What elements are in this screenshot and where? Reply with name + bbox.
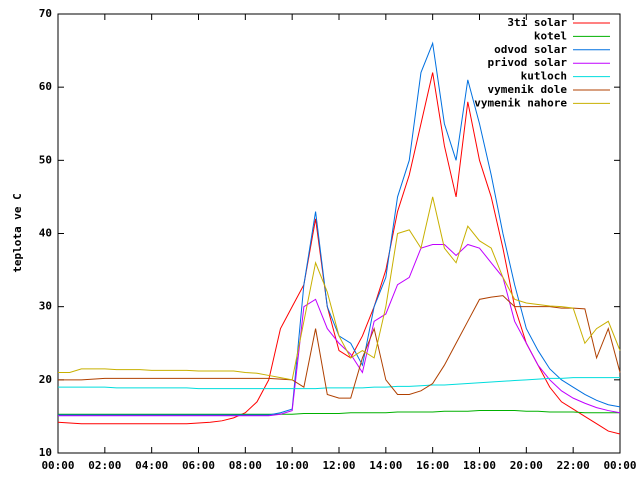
series-line <box>58 295 621 399</box>
series-line <box>57 72 621 435</box>
legend-label: kutloch <box>521 70 567 83</box>
x-tick-label: 08:00 <box>229 459 262 472</box>
legend-label: vymenik dole <box>488 83 568 96</box>
plot-border <box>57 13 621 454</box>
legend-label: 3ti solar <box>507 16 567 29</box>
x-tick-label: 20:00 <box>510 459 543 472</box>
x-tick-label: 00:00 <box>41 459 74 472</box>
y-tick-label: 70 <box>39 7 52 20</box>
x-tick-label: 04:00 <box>135 459 168 472</box>
series-line <box>58 410 620 415</box>
y-tick-label: 50 <box>39 153 52 166</box>
x-tick-label: 18:00 <box>463 459 496 472</box>
x-tick-label: 00:00 <box>603 459 636 472</box>
legend-label: privod solar <box>488 56 568 69</box>
y-tick-label: 40 <box>39 227 52 240</box>
x-tick-label: 22:00 <box>557 459 590 472</box>
legend-label: vymenik nahore <box>474 96 567 109</box>
y-tick-label: 10 <box>39 446 52 459</box>
y-tick-label: 30 <box>39 300 52 313</box>
series-line <box>58 243 621 417</box>
legend-label: odvod solar <box>494 43 567 56</box>
legend-label: kotel <box>534 29 567 42</box>
series-line <box>58 377 620 390</box>
y-tick-label: 20 <box>39 373 52 386</box>
y-tick-label: 60 <box>39 80 52 93</box>
y-axis-label: teplota ve C <box>11 193 24 272</box>
x-tick-label: 12:00 <box>322 459 355 472</box>
series-line <box>58 196 621 381</box>
x-tick-label: 16:00 <box>416 459 449 472</box>
x-tick-label: 06:00 <box>182 459 215 472</box>
x-tick-label: 02:00 <box>88 459 121 472</box>
x-tick-label: 10:00 <box>276 459 309 472</box>
x-tick-label: 14:00 <box>369 459 402 472</box>
